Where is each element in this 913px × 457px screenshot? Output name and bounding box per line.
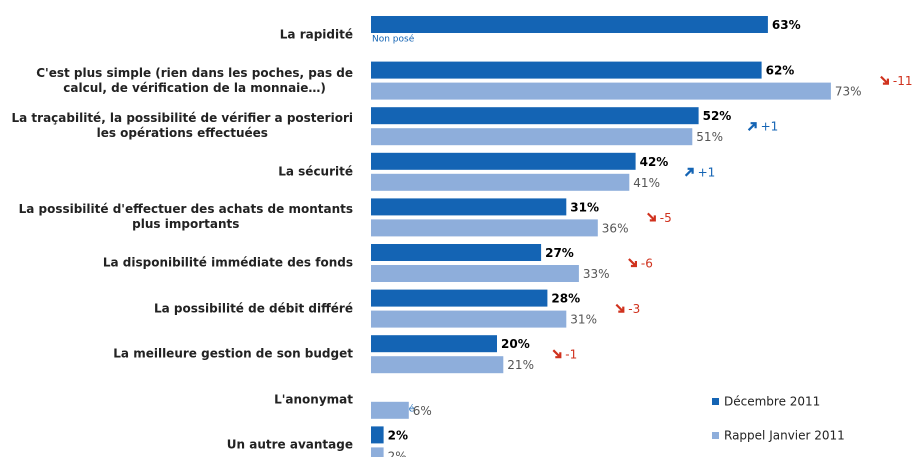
value-label: 2% [388, 449, 407, 457]
bar [371, 219, 598, 237]
change-arrow [684, 167, 694, 177]
legend-label: Rappel Janvier 2011 [724, 429, 845, 443]
value-label: 27% [545, 246, 574, 260]
category-label: La disponibilité immédiate des fonds [102, 255, 353, 270]
value-label: 31% [570, 200, 599, 214]
bar [371, 152, 636, 170]
value-label: 36% [602, 221, 629, 235]
value-label: 73% [835, 85, 862, 99]
bar [371, 244, 542, 261]
change-arrow [880, 75, 889, 85]
value-label: 21% [507, 358, 534, 372]
value-label: 2% [388, 428, 408, 442]
value-label: 33% [583, 267, 610, 281]
value-label: 62% [766, 64, 795, 78]
value-label: 6% [413, 404, 432, 418]
category-label: La possibilité de débit différé [153, 301, 353, 316]
bar [371, 16, 768, 33]
bar [371, 128, 693, 146]
change-label: -5 [660, 211, 672, 225]
change-arrow [628, 258, 637, 268]
category-label: La meilleure gestion de son budget [113, 346, 353, 361]
bar [371, 289, 548, 307]
category-label: La sécurité [278, 164, 353, 179]
change-label: +1 [761, 120, 779, 134]
value-label: 31% [570, 313, 597, 327]
value-label: 52% [703, 109, 732, 123]
category-label: La possibilité d'effectuer des achats de… [18, 202, 353, 232]
bar [371, 426, 384, 444]
bar [371, 82, 831, 100]
value-label: 51% [696, 130, 723, 144]
change-label: -3 [628, 302, 640, 316]
bar [371, 265, 579, 282]
not-asked-label: Non posé [372, 34, 415, 45]
value-label: 42% [640, 155, 669, 169]
change-label: +1 [698, 165, 716, 179]
bar [371, 61, 762, 79]
category-label: La rapidité [279, 27, 353, 42]
bar [371, 356, 504, 374]
bar [371, 173, 630, 191]
category-label: La traçabilité, la possibilité de vérifi… [11, 111, 354, 141]
bar [371, 310, 567, 328]
category-label: Un autre avantage [226, 437, 353, 452]
bar [371, 107, 699, 125]
bar [371, 335, 497, 353]
bar [371, 447, 384, 457]
bar [371, 198, 567, 216]
category-label: L'anonymat [274, 392, 353, 407]
bar [371, 401, 409, 419]
change-arrow [747, 122, 757, 131]
change-arrow [615, 303, 625, 313]
change-label: -11 [893, 74, 913, 88]
change-arrow [647, 212, 656, 222]
change-label: -6 [641, 257, 653, 271]
change-arrow [552, 349, 562, 359]
legend-swatch [712, 432, 719, 439]
value-label: 28% [551, 292, 580, 306]
legend-swatch [712, 398, 719, 405]
value-label: 20% [501, 337, 530, 351]
value-label: 63% [772, 18, 801, 32]
value-label: 41% [633, 176, 660, 190]
category-label: C'est plus simple (rien dans les poches,… [36, 65, 353, 95]
legend-label: Décembre 2011 [724, 395, 820, 409]
change-label: -1 [565, 348, 577, 362]
